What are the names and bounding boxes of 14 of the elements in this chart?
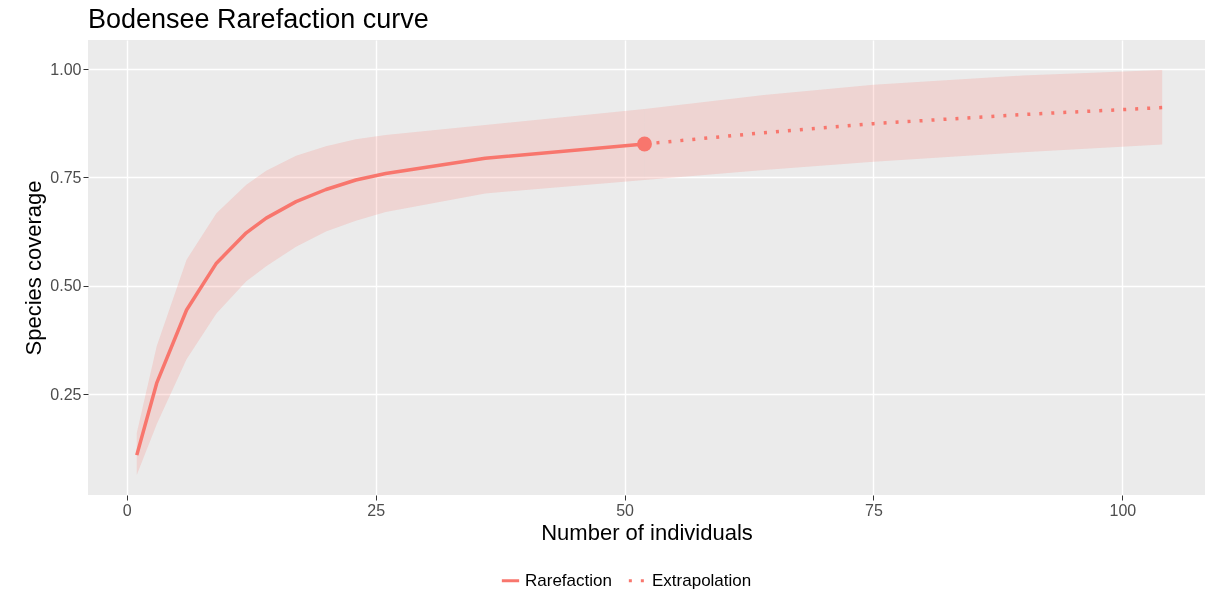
chart-title: Bodensee Rarefaction curve: [88, 4, 429, 34]
y-tick-label: 0.75: [50, 168, 82, 186]
y-tick-label: 1.00: [50, 60, 82, 78]
y-tick-label: 0.50: [50, 277, 82, 295]
x-tick-label: 75: [865, 501, 883, 519]
legend-label: Rarefaction: [525, 570, 612, 590]
y-tick-label: 0.25: [50, 385, 82, 403]
x-tick-label: 100: [1109, 501, 1137, 519]
x-tick-label: 25: [367, 501, 386, 519]
x-tick-label: 50: [616, 501, 635, 519]
x-axis-title: Number of individuals: [541, 519, 753, 545]
x-tick-label: 0: [122, 501, 132, 519]
y-axis-title: Species coverage: [21, 180, 47, 356]
legend-label: Extrapolation: [652, 570, 752, 590]
